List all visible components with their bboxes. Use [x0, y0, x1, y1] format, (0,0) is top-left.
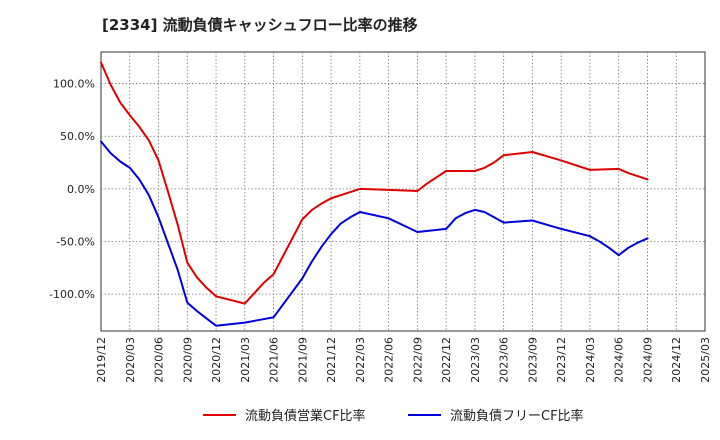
x-tick-label: 2019/12 [95, 337, 108, 383]
x-axis-ticks: 2019/12 2020/03 2020/06 2020/09 2020/12 2021/… [95, 337, 712, 383]
x-tick-label: 2024/06 [613, 337, 626, 383]
y-tick-label: -100.0% [49, 288, 95, 301]
x-tick-label: 2023/12 [555, 337, 568, 383]
x-tick-label: 2024/03 [584, 337, 597, 383]
gridlines [101, 52, 705, 331]
legend-label: 流動負債フリーCF比率 [450, 408, 584, 424]
x-tick-label: 2021/12 [325, 337, 338, 383]
x-tick-label: 2023/06 [498, 337, 511, 383]
x-tick-label: 2025/03 [699, 337, 712, 383]
x-tick-label: 2022/03 [354, 337, 367, 383]
y-tick-label: -50.0% [56, 236, 95, 249]
x-tick-label: 2020/09 [181, 337, 194, 383]
series-line-free-cf [100, 140, 649, 327]
chart-title: [2334] 流動負債キャッシュフロー比率の推移 [102, 16, 418, 34]
y-axis-ticks: 100.0% 50.0% 0.0% -50.0% -100.0% [49, 78, 95, 302]
x-tick-label: 2024/09 [641, 337, 654, 383]
x-tick-label: 2023/09 [526, 337, 539, 383]
x-tick-label: 2021/09 [296, 337, 309, 383]
legend-label: 流動負債営業CF比率 [245, 408, 366, 424]
y-tick-label: 50.0% [60, 130, 95, 143]
x-tick-label: 2022/09 [411, 337, 424, 383]
legend: 流動負債営業CF比率 流動負債フリーCF比率 [203, 408, 584, 424]
y-tick-label: 100.0% [53, 78, 95, 91]
x-tick-label: 2021/06 [268, 337, 281, 383]
x-tick-label: 2020/12 [210, 337, 223, 383]
x-tick-label: 2023/03 [469, 337, 482, 383]
x-tick-label: 2022/06 [383, 337, 396, 383]
x-tick-label: 2021/03 [239, 337, 252, 383]
series-line-operating-cf [100, 61, 649, 305]
y-tick-label: 0.0% [67, 183, 95, 196]
x-tick-label: 2022/12 [440, 337, 453, 383]
series-lines [100, 61, 649, 327]
x-tick-label: 2020/03 [124, 337, 137, 383]
plot-area [100, 51, 706, 332]
x-tick-label: 2024/12 [670, 337, 683, 383]
x-tick-label: 2020/06 [153, 337, 166, 383]
